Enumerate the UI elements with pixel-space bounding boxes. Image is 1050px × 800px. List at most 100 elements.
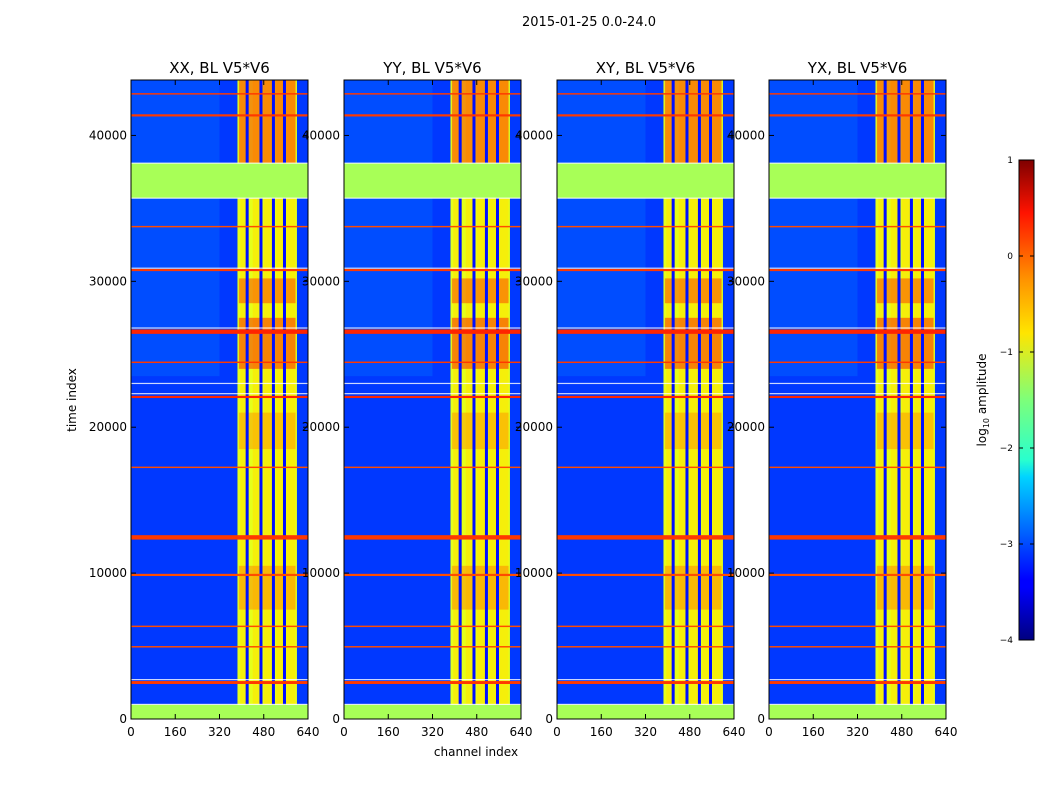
flagged-row — [131, 268, 308, 272]
y-tick-label: 40000 — [89, 128, 127, 142]
flagged-row — [131, 646, 308, 648]
panel-0: XX, BL V5*V6 0 160 320 480 640 0 10000 20000 3000… — [89, 59, 320, 739]
colorbar-tick-label: −2 — [1000, 444, 1013, 454]
colorbar-label-main: log — [975, 428, 989, 446]
x-tick-label: 640 — [510, 725, 533, 739]
channel-gap — [697, 80, 701, 719]
flagged-row — [131, 466, 308, 469]
band-stripe — [453, 80, 460, 719]
flagged-row — [131, 361, 308, 364]
band-stripe — [878, 80, 885, 719]
band-stripe — [286, 80, 296, 719]
panel-3: YX, BL V5*V6 0 160 320 480 640 0 10000 20000 3000… — [727, 59, 958, 739]
channel-gap — [708, 80, 712, 719]
channel-gap — [897, 80, 901, 719]
x-tick-label: 320 — [208, 725, 231, 739]
flagged-row — [131, 93, 308, 95]
y-tick-label: 20000 — [89, 420, 127, 434]
flagged-row — [769, 395, 946, 399]
colorbar-gradient — [1018, 159, 1035, 641]
flagged-row — [344, 466, 521, 469]
figure-suptitle: 2015-01-25 0.0-24.0 — [522, 15, 656, 30]
flagged-row — [557, 646, 734, 648]
band-stripe — [276, 80, 284, 719]
channel-gap — [495, 80, 499, 719]
band-stripe — [924, 80, 934, 719]
y-tick-label: 0 — [757, 712, 765, 726]
y-tick-label: 0 — [545, 712, 553, 726]
flagged-row — [344, 573, 521, 577]
panel-1: YY, BL V5*V6 0 160 320 480 640 0 10000 20000 3000… — [302, 59, 533, 739]
x-tick-label: 0 — [340, 725, 348, 739]
flagged-row — [769, 93, 946, 95]
x-tick-label: 480 — [678, 725, 701, 739]
flagged-row — [344, 225, 521, 228]
row-edge — [769, 197, 946, 199]
x-tick-label: 160 — [377, 725, 400, 739]
channel-gap — [472, 80, 476, 719]
y-tick-label: 0 — [332, 712, 340, 726]
colorbar: 10−1−2−3−4 log10 amplitude — [975, 156, 1035, 646]
row-edge — [131, 679, 308, 681]
row-edge — [344, 393, 521, 395]
row-edge — [131, 703, 308, 706]
heatmap-texture — [769, 80, 858, 377]
row-edge — [131, 382, 308, 385]
x-tick-label: 160 — [802, 725, 825, 739]
row-edge — [769, 679, 946, 681]
band-stripe — [678, 80, 686, 719]
row-edge — [557, 162, 734, 164]
flagged-row — [344, 268, 521, 272]
band-stripe — [240, 80, 247, 719]
panels: XX, BL V5*V6 0 160 320 480 640 0 10000 20000 3000… — [89, 59, 958, 739]
panel-title: XY, BL V5*V6 — [596, 59, 696, 77]
channel-gap — [245, 80, 249, 719]
x-tick-label: 480 — [465, 725, 488, 739]
band-stripe — [263, 80, 273, 719]
flagged-row — [131, 625, 308, 628]
channel-gap — [458, 80, 462, 719]
row-edge — [131, 197, 308, 199]
flagged-row — [344, 114, 521, 117]
row-edge — [769, 327, 946, 329]
flagged-row — [769, 268, 946, 272]
row-edge — [344, 162, 521, 164]
flagged-row — [769, 114, 946, 117]
row-edge — [557, 679, 734, 681]
band-stripe — [901, 80, 911, 719]
flagged-row — [131, 329, 308, 334]
band-stripe — [499, 80, 509, 719]
y-tick-label: 10000 — [515, 566, 553, 580]
colorbar-tick-label: 1 — [1007, 156, 1013, 166]
y-tick-label: 40000 — [727, 128, 765, 142]
colorbar-label-tail: amplitude — [975, 354, 989, 418]
colorbar-ticks: 1 0 −1 −2 −3 −4 — [1000, 156, 1034, 646]
y-tick-label: 20000 — [302, 420, 340, 434]
heatmap-texture — [557, 80, 646, 377]
flagged-row — [131, 681, 308, 684]
row-edge — [769, 703, 946, 706]
row-edge — [344, 679, 521, 681]
flagged-row — [131, 535, 308, 540]
colorbar-label-sub: 10 — [982, 418, 991, 428]
band-stripe — [465, 80, 473, 719]
row-edge — [557, 267, 734, 269]
y-tick-label: 30000 — [727, 274, 765, 288]
band-stripe — [914, 80, 922, 719]
flagged-row — [557, 114, 734, 117]
flagged-row — [557, 573, 734, 577]
band-stripe — [666, 80, 673, 719]
y-tick-label: 30000 — [515, 274, 553, 288]
flagged-row — [769, 646, 946, 648]
flagged-row — [344, 681, 521, 684]
flagged-row — [557, 163, 734, 199]
y-tick-label: 30000 — [89, 274, 127, 288]
channel-gap — [685, 80, 689, 719]
row-edge — [557, 393, 734, 395]
y-tick-label: 40000 — [302, 128, 340, 142]
flagged-row — [557, 395, 734, 399]
flagged-row — [344, 93, 521, 95]
flagged-row — [131, 573, 308, 577]
row-edge — [769, 162, 946, 164]
flagged-row — [131, 395, 308, 399]
